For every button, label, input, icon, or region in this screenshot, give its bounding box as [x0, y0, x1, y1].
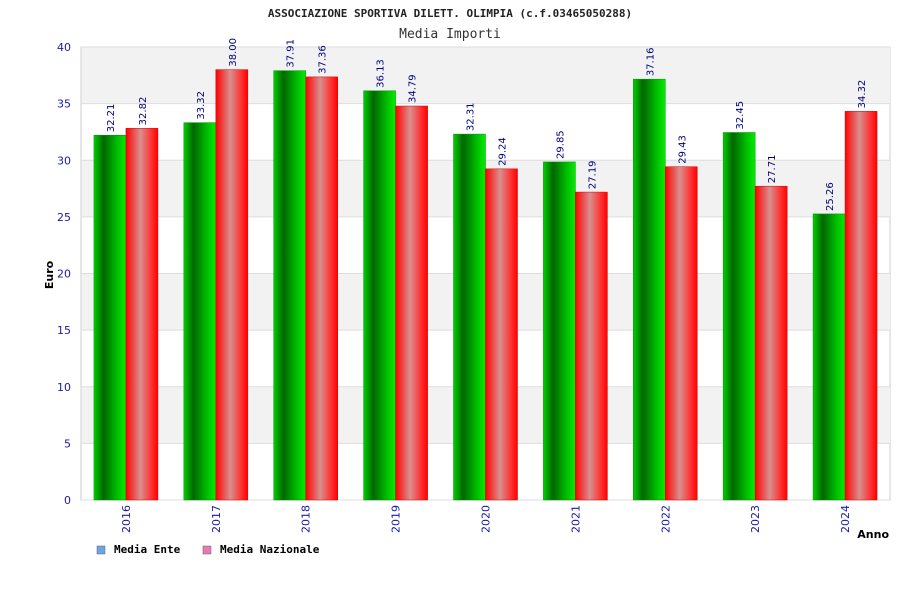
data-label: 37.16	[645, 48, 656, 77]
data-labels: 32.21 32.82 33.32 38.00 37.91 37.36 36.13 34.79…	[106, 38, 868, 211]
x-tick-label: 2021	[569, 505, 582, 533]
y-tick-label: 40	[57, 41, 71, 54]
bar-media-ente	[633, 78, 666, 501]
data-label: 25.26	[825, 182, 836, 211]
bars	[93, 69, 878, 501]
legend-label: Media Nazionale	[220, 543, 320, 556]
data-label: 36.13	[376, 59, 387, 88]
data-label: 33.32	[196, 91, 207, 120]
bar-media-ente	[363, 90, 396, 501]
bar-media-nazionale	[305, 76, 338, 501]
x-tick-label: 2017	[210, 505, 223, 533]
y-tick-label: 5	[64, 437, 71, 450]
bar-media-ente	[93, 134, 127, 501]
x-tick-label: 2018	[300, 505, 313, 533]
legend: Media Ente Media Nazionale	[96, 543, 320, 556]
bar-media-ente	[812, 213, 846, 501]
y-tick-label: 10	[57, 381, 71, 394]
data-label: 37.36	[318, 45, 329, 74]
data-label: 34.79	[408, 74, 419, 103]
y-tick-label: 35	[57, 98, 71, 111]
x-tick-label: 2020	[480, 505, 493, 533]
bar-media-nazionale	[485, 168, 518, 501]
x-tick-label: 2024	[839, 505, 852, 533]
chart-subtitle: Media Importi	[399, 27, 501, 42]
bar-media-nazionale	[665, 166, 698, 501]
data-label: 32.82	[138, 97, 149, 126]
data-label: 29.24	[498, 137, 509, 166]
x-axis-label: Anno	[857, 528, 889, 541]
bar-media-nazionale	[844, 111, 878, 501]
y-tick-label: 0	[64, 494, 71, 507]
data-label: 29.85	[555, 130, 566, 159]
chart-title: ASSOCIAZIONE SPORTIVA DILETT. OLIMPIA (c…	[268, 7, 632, 20]
y-tick-label: 20	[57, 268, 71, 281]
data-label: 38.00	[228, 38, 239, 67]
x-tick-label: 2023	[749, 505, 762, 533]
data-label: 27.71	[767, 155, 778, 184]
y-tick-label: 25	[57, 211, 71, 224]
y-tick-label: 15	[57, 324, 71, 337]
x-tick-label: 2019	[390, 505, 403, 533]
y-axis-label: Euro	[43, 260, 56, 289]
bar-media-ente	[543, 161, 576, 501]
x-axis-ticks: 2016 2017 2018 2019 2020 2021 2022 2023 2024	[120, 505, 852, 533]
data-label: 27.19	[587, 160, 598, 189]
y-axis-ticks: 0 5 10 15 20 25 30 35 40	[57, 41, 71, 507]
legend-label: Media Ente	[114, 543, 181, 556]
bar-media-nazionale	[575, 191, 608, 501]
bar-media-nazionale	[215, 69, 249, 501]
bar-media-ente	[183, 122, 217, 501]
bar-media-ente	[453, 133, 486, 501]
data-label: 29.43	[677, 135, 688, 164]
bar-media-ente	[722, 132, 756, 501]
data-label: 37.91	[286, 39, 297, 68]
bar-media-nazionale	[125, 128, 159, 501]
data-label: 34.32	[857, 80, 868, 109]
data-label: 32.21	[106, 104, 117, 133]
x-tick-label: 2016	[120, 505, 133, 533]
x-tick-label: 2022	[659, 505, 672, 533]
y-tick-label: 30	[57, 154, 71, 167]
data-label: 32.45	[735, 101, 746, 130]
bar-media-nazionale	[395, 105, 428, 501]
legend-swatch	[96, 545, 106, 555]
data-label: 32.31	[466, 102, 477, 131]
bar-media-ente	[273, 70, 306, 501]
legend-swatch	[202, 545, 212, 555]
bar-media-nazionale	[754, 185, 788, 501]
